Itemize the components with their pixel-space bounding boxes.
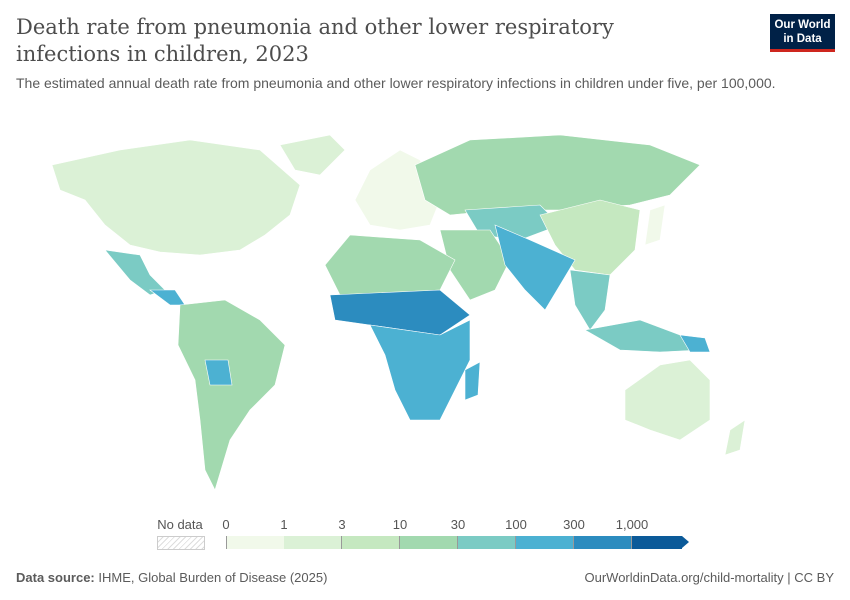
source-link[interactable]: OurWorldinData.org/child-mortality | CC … bbox=[584, 570, 835, 585]
legend-tick-label: 1 bbox=[280, 517, 288, 532]
region-mexico[interactable] bbox=[104, 249, 166, 296]
region-central-africa[interactable] bbox=[369, 319, 471, 421]
world-map[interactable] bbox=[0, 100, 850, 510]
owid-logo[interactable]: Our World in Data bbox=[770, 14, 835, 52]
source-label: Data source: bbox=[16, 570, 95, 585]
logo-text: Our World in Data bbox=[774, 19, 831, 45]
region-new-zealand[interactable] bbox=[724, 419, 746, 456]
region-southeast-asia[interactable] bbox=[569, 269, 611, 331]
region-bolivia[interactable] bbox=[204, 359, 233, 386]
legend-tick-label: 300 bbox=[563, 517, 585, 532]
region-russia[interactable] bbox=[414, 134, 701, 216]
legend-no-data-swatch[interactable] bbox=[157, 536, 205, 550]
legend-bin[interactable] bbox=[284, 536, 342, 549]
color-legend: No data 0 1 3 10 30 100 300 1,000 bbox=[0, 512, 850, 552]
region-south-asia[interactable] bbox=[494, 224, 576, 311]
legend-bin[interactable] bbox=[632, 536, 689, 549]
legend-bin[interactable] bbox=[342, 536, 400, 549]
legend-no-data-label: No data bbox=[157, 517, 203, 532]
legend-tick-label: 10 bbox=[392, 517, 408, 532]
region-north-africa[interactable] bbox=[324, 234, 456, 296]
region-japan[interactable] bbox=[644, 204, 666, 246]
legend-bin[interactable] bbox=[574, 536, 632, 549]
region-central-america[interactable] bbox=[149, 289, 186, 306]
region-greenland[interactable] bbox=[279, 134, 346, 176]
legend-tick-label: 30 bbox=[450, 517, 466, 532]
legend-tick-label: 1,000 bbox=[615, 517, 649, 532]
legend-bin[interactable] bbox=[400, 536, 458, 549]
chart-title: Death rate from pneumonia and other lowe… bbox=[16, 15, 614, 66]
legend-bin[interactable] bbox=[226, 536, 285, 549]
region-north-america[interactable] bbox=[51, 139, 301, 256]
legend-arrow bbox=[682, 536, 689, 548]
source-text: IHME, Global Burden of Disease (2025) bbox=[98, 570, 328, 585]
region-australia[interactable] bbox=[624, 359, 711, 441]
legend-tick-label: 0 bbox=[222, 517, 230, 532]
region-sahel[interactable] bbox=[329, 289, 471, 336]
region-madagascar[interactable] bbox=[464, 361, 481, 401]
legend-bin[interactable] bbox=[458, 536, 516, 549]
data-source: Data source: IHME, Global Burden of Dise… bbox=[16, 570, 327, 585]
region-south-america[interactable] bbox=[177, 299, 286, 491]
legend-tick-label: 3 bbox=[338, 517, 346, 532]
chart-subtitle: The estimated annual death rate from pne… bbox=[16, 75, 776, 91]
legend-tick-label: 100 bbox=[505, 517, 527, 532]
legend-bin[interactable] bbox=[516, 536, 574, 549]
region-png[interactable] bbox=[679, 334, 711, 353]
